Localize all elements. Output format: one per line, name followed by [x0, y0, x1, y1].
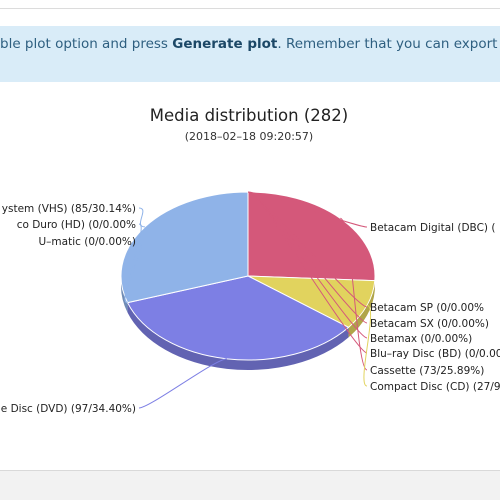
- slice-label: co Duro (HD) (0/0.00%: [17, 219, 136, 231]
- info-generate-plot: Generate plot: [172, 36, 278, 52]
- slice-label: Cassette (73/25.89%): [370, 365, 484, 377]
- pie-slice[interactable]: [247, 191, 376, 282]
- chart-title: Media distribution (282): [150, 106, 348, 125]
- slice-label: ystem (VHS) (85/30.14%): [2, 203, 136, 215]
- chart-subtitle: (2018–02–18 09:20:57): [185, 130, 313, 143]
- leader-line: [138, 207, 146, 228]
- pie-slice-side: [348, 280, 375, 338]
- info-text: ble plot option and press Generate plot.…: [0, 36, 500, 52]
- slice-label: ale Versatile Disc (DVD) (97/34.40%): [0, 403, 136, 415]
- info-text-part1: ble plot option and press: [0, 36, 173, 52]
- footer-strip: [0, 471, 500, 500]
- slice-label: Betacam Digital (DBC) (: [370, 222, 495, 234]
- leader-line: [247, 191, 368, 354]
- slice-labels: Betacam Digital (DBC) ( Betacam SP (0/0.0…: [0, 203, 500, 415]
- info-banner: ble plot option and press Generate plot.…: [0, 26, 500, 82]
- slice-label: Betamax (0/0.00%): [370, 333, 472, 345]
- pie-slice-side: [121, 276, 128, 313]
- slice-label: Betacam SX (0/0.00%): [370, 318, 489, 330]
- leader-line: [363, 304, 372, 387]
- slice-label: Betacam SP (0/0.00%: [370, 302, 484, 314]
- top-divider: [0, 8, 500, 9]
- slice-label: U–matic (0/0.00%): [38, 236, 136, 248]
- leader-line: [247, 191, 368, 228]
- pie-slice[interactable]: [247, 275, 376, 328]
- slice-label: Blu–ray Disc (BD) (0/0.00: [370, 348, 500, 360]
- pie-slice[interactable]: [120, 191, 249, 304]
- slice-label: Compact Disc (CD) (27/9.57%: [370, 381, 500, 393]
- content-panel: ble plot option and press Generate plot.…: [0, 0, 500, 471]
- pie-chart: Media distribution (282) (2018–02–18 09:…: [0, 106, 500, 415]
- pie-slice-side: [127, 302, 349, 370]
- leader-line: [138, 358, 227, 409]
- leader-lines: [124, 191, 372, 409]
- leader-line: [124, 223, 142, 304]
- info-text-part2: . Remember that you can export the curre…: [277, 36, 500, 52]
- leader-line: [339, 217, 368, 371]
